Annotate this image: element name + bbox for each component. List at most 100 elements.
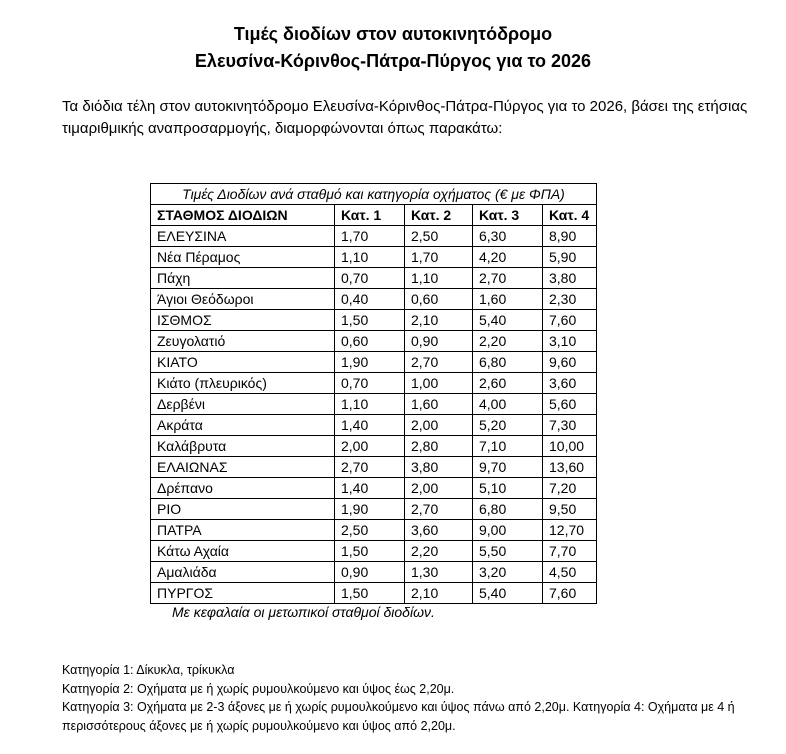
table-row: ΕΛΑΙΩΝΑΣ 2,70 3,80 9,70 13,60 (150, 456, 597, 478)
price-cell: 2,70 (472, 267, 543, 289)
price-cell: 8,90 (542, 225, 597, 247)
station-name: ΙΣΘΜΟΣ (150, 309, 335, 331)
price-cell: 1,70 (404, 246, 473, 268)
footnote-cat2: Κατηγορία 2: Οχήματα με ή χωρίς ρυμουλκο… (62, 681, 455, 696)
price-cell: 6,80 (472, 498, 543, 520)
category-footnotes: Κατηγορία 1: Δίκυκλα, τρίκυκλα Κατηγορία… (62, 661, 752, 735)
price-cell: 1,90 (334, 351, 405, 373)
table-row: Δερβένι 1,10 1,60 4,00 5,60 (150, 393, 597, 415)
station-name: Δερβένι (150, 393, 335, 415)
price-cell: 2,00 (404, 414, 473, 436)
price-cell: 3,60 (404, 519, 473, 541)
price-cell: 2,50 (334, 519, 405, 541)
station-name: ΕΛΑΙΩΝΑΣ (150, 456, 335, 478)
station-name: Νέα Πέραμος (150, 246, 335, 268)
price-cell: 2,70 (404, 351, 473, 373)
station-name: Ακράτα (150, 414, 335, 436)
table-row: ΡΙΟ 1,90 2,70 6,80 9,50 (150, 498, 597, 520)
column-header: Κατ. 4 (542, 204, 597, 226)
station-name: ΠΥΡΓΟΣ (150, 582, 335, 604)
price-cell: 9,00 (472, 519, 543, 541)
price-cell: 6,80 (472, 351, 543, 373)
price-cell: 0,70 (334, 267, 405, 289)
price-cell: 5,50 (472, 540, 543, 562)
price-cell: 3,80 (542, 267, 597, 289)
price-cell: 5,40 (472, 309, 543, 331)
table-row: ΕΛΕΥΣΙΝΑ 1,70 2,50 6,30 8,90 (150, 225, 597, 247)
intro-paragraph: Τα διόδια τέλη στον αυτοκινητόδρομο Ελευ… (62, 98, 748, 137)
table-row: Καλάβρυτα 2,00 2,80 7,10 10,00 (150, 435, 597, 457)
price-cell: 3,80 (404, 456, 473, 478)
price-cell: 3,10 (542, 330, 597, 352)
footnote-cat1: Κατηγορία 1: Δίκυκλα, τρίκυκλα (62, 663, 235, 677)
price-cell: 13,60 (542, 456, 597, 478)
table-caption: Τιμές Διοδίων ανά σταθμό και κατηγορία ο… (150, 183, 597, 205)
price-cell: 4,20 (472, 246, 543, 268)
table-row: Ακράτα 1,40 2,00 5,20 7,30 (150, 414, 597, 436)
station-name: Κιάτο (πλευρικός) (150, 372, 335, 394)
station-name: ΚΙΑΤΟ (150, 351, 335, 373)
column-header: Κατ. 3 (472, 204, 543, 226)
station-name: Αμαλιάδα (150, 561, 335, 583)
price-cell: 2,60 (472, 372, 543, 394)
table-row: Δρέπανο 1,40 2,00 5,10 7,20 (150, 477, 597, 499)
station-name: Άγιοι Θεόδωροι (150, 288, 335, 310)
price-cell: 0,70 (334, 372, 405, 394)
price-cell: 7,60 (542, 582, 597, 604)
price-cell: 2,10 (404, 582, 473, 604)
price-cell: 2,00 (334, 435, 405, 457)
price-cell: 2,10 (404, 309, 473, 331)
price-cell: 7,10 (472, 435, 543, 457)
price-cell: 1,10 (334, 393, 405, 415)
price-cell: 9,50 (542, 498, 597, 520)
price-cell: 2,20 (472, 330, 543, 352)
price-cell: 5,60 (542, 393, 597, 415)
price-cell: 2,20 (404, 540, 473, 562)
price-cell: 9,70 (472, 456, 543, 478)
price-cell: 1,10 (334, 246, 405, 268)
price-cell: 4,50 (542, 561, 597, 583)
price-cell: 2,30 (542, 288, 597, 310)
price-cell: 9,60 (542, 351, 597, 373)
table-row: Ζευγολατιό 0,60 0,90 2,20 3,10 (150, 330, 597, 352)
price-cell: 1,50 (334, 309, 405, 331)
price-cell: 12,70 (542, 519, 597, 541)
table-row: ΠΥΡΓΟΣ 1,50 2,10 5,40 7,60 (150, 582, 597, 604)
price-cell: 7,60 (542, 309, 597, 331)
table-row: Αμαλιάδα 0,90 1,30 3,20 4,50 (150, 561, 597, 583)
price-cell: 1,50 (334, 540, 405, 562)
toll-price-table: Τιμές Διοδίων ανά σταθμό και κατηγορία ο… (150, 183, 597, 604)
price-cell: 1,30 (404, 561, 473, 583)
price-cell: 0,60 (334, 330, 405, 352)
price-cell: 2,70 (334, 456, 405, 478)
table-row: Άγιοι Θεόδωροι 0,40 0,60 1,60 2,30 (150, 288, 597, 310)
table-row: Κιάτο (πλευρικός) 0,70 1,00 2,60 3,60 (150, 372, 597, 394)
price-cell: 0,40 (334, 288, 405, 310)
table-row: ΠΑΤΡΑ 2,50 3,60 9,00 12,70 (150, 519, 597, 541)
station-name: Καλάβρυτα (150, 435, 335, 457)
price-cell: 2,80 (404, 435, 473, 457)
column-header: ΣΤΑΘΜΟΣ ΔΙΟΔΙΩΝ (150, 204, 335, 226)
table-row: ΚΙΑΤΟ 1,90 2,70 6,80 9,60 (150, 351, 597, 373)
price-cell: 0,60 (404, 288, 473, 310)
price-cell: 1,60 (404, 393, 473, 415)
price-cell: 7,30 (542, 414, 597, 436)
price-cell: 7,20 (542, 477, 597, 499)
price-cell: 3,20 (472, 561, 543, 583)
title-line-2: Ελευσίνα-Κόρινθος-Πάτρα-Πύργος για το 20… (194, 51, 592, 71)
station-name: Πάχη (150, 267, 335, 289)
station-name: ΡΙΟ (150, 498, 335, 520)
price-cell: 1,40 (334, 414, 405, 436)
footnote-cat3-4: Κατηγορία 3: Οχήματα με 2-3 άξονες με ή … (62, 700, 735, 733)
price-cell: 3,60 (542, 372, 597, 394)
table-row: Νέα Πέραμος 1,10 1,70 4,20 5,90 (150, 246, 597, 268)
price-cell: 6,30 (472, 225, 543, 247)
station-name: Ζευγολατιό (150, 330, 335, 352)
table-row: Κάτω Αχαία 1,50 2,20 5,50 7,70 (150, 540, 597, 562)
price-cell: 10,00 (542, 435, 597, 457)
table-note: Με κεφαλαία οι μετωπικοί σταθμοί διοδίων… (172, 604, 435, 620)
price-cell: 1,00 (404, 372, 473, 394)
station-name: Δρέπανο (150, 477, 335, 499)
price-cell: 5,40 (472, 582, 543, 604)
